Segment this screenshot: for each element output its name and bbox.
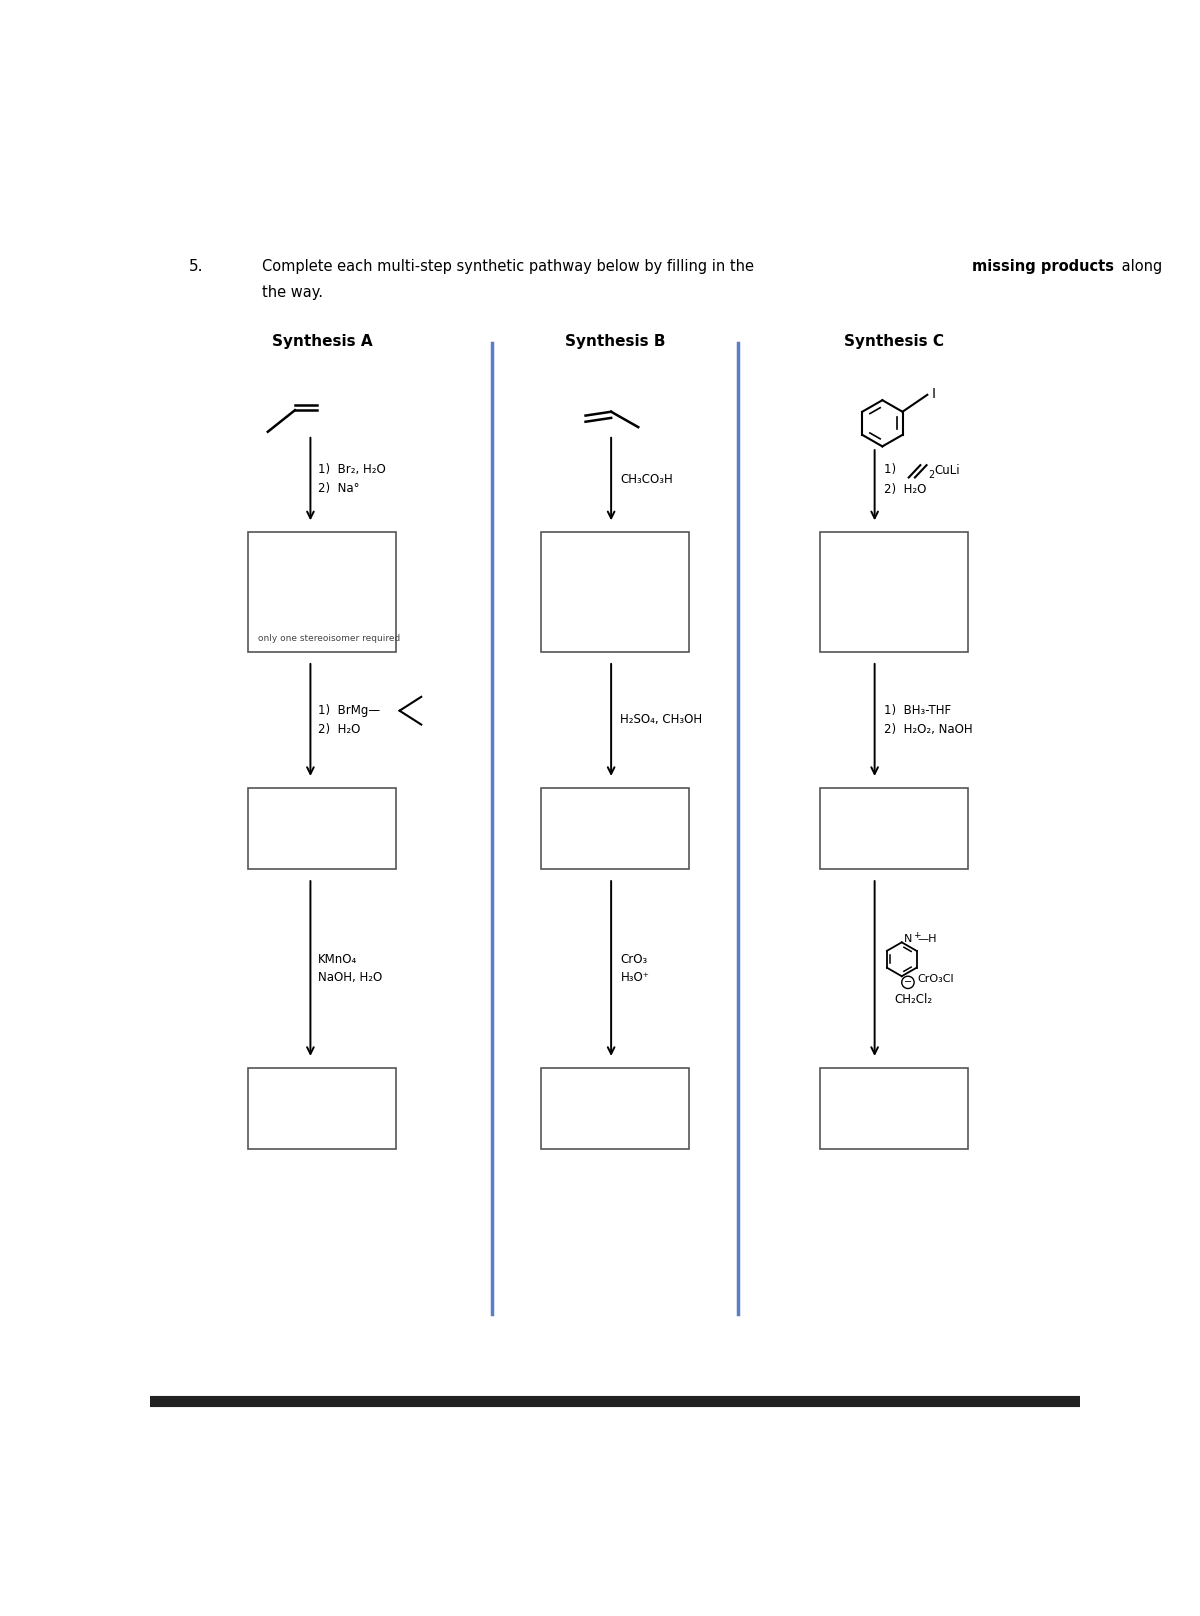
Text: 1)  Br₂, H₂O: 1) Br₂, H₂O	[318, 464, 386, 477]
Text: 2)  Na°: 2) Na°	[318, 482, 360, 494]
Text: along: along	[1117, 259, 1163, 273]
Text: 2)  H₂O: 2) H₂O	[318, 722, 360, 735]
Bar	[248, 1068, 396, 1149]
Text: the way.: the way.	[263, 284, 323, 301]
Text: CuLi: CuLi	[935, 464, 960, 477]
Text: +: +	[913, 931, 920, 941]
Bar	[821, 789, 967, 869]
Text: I: I	[932, 386, 936, 401]
Text: 5.: 5.	[188, 259, 203, 273]
Text: Synthesis B: Synthesis B	[565, 335, 665, 349]
Bar	[248, 532, 396, 651]
Text: 1)  BH₃-THF: 1) BH₃-THF	[884, 705, 952, 718]
Text: CrO₃: CrO₃	[620, 953, 648, 966]
Bar	[541, 532, 689, 651]
Text: 2: 2	[928, 470, 935, 480]
Text: H₂SO₄, CH₃OH: H₂SO₄, CH₃OH	[620, 713, 702, 727]
Text: 1): 1)	[884, 464, 900, 477]
Text: N: N	[904, 934, 912, 944]
Bar	[541, 1068, 689, 1149]
Bar	[248, 789, 396, 869]
Text: —H: —H	[917, 934, 937, 944]
Bar	[821, 1068, 967, 1149]
Bar	[821, 532, 967, 651]
Text: 2)  H₂O: 2) H₂O	[884, 483, 926, 496]
Text: CrO₃Cl: CrO₃Cl	[917, 974, 954, 984]
Text: Synthesis C: Synthesis C	[844, 335, 944, 349]
Text: only one stereoisomer required: only one stereoisomer required	[258, 633, 400, 643]
Text: Synthesis A: Synthesis A	[271, 335, 372, 349]
Text: Complete each multi-step synthetic pathway below by filling in the: Complete each multi-step synthetic pathw…	[263, 259, 760, 273]
Text: KMnO₄: KMnO₄	[318, 953, 358, 966]
Text: missing products: missing products	[972, 259, 1114, 273]
Text: CH₂Cl₂: CH₂Cl₂	[894, 992, 932, 1005]
Text: 1)  BrMg—: 1) BrMg—	[318, 705, 380, 718]
Bar	[541, 789, 689, 869]
Text: CH₃CO₃H: CH₃CO₃H	[620, 472, 673, 485]
Text: −: −	[904, 978, 912, 987]
Text: H₃O⁺: H₃O⁺	[620, 971, 649, 984]
Text: 2)  H₂O₂, NaOH: 2) H₂O₂, NaOH	[884, 722, 972, 735]
Text: NaOH, H₂O: NaOH, H₂O	[318, 971, 383, 984]
